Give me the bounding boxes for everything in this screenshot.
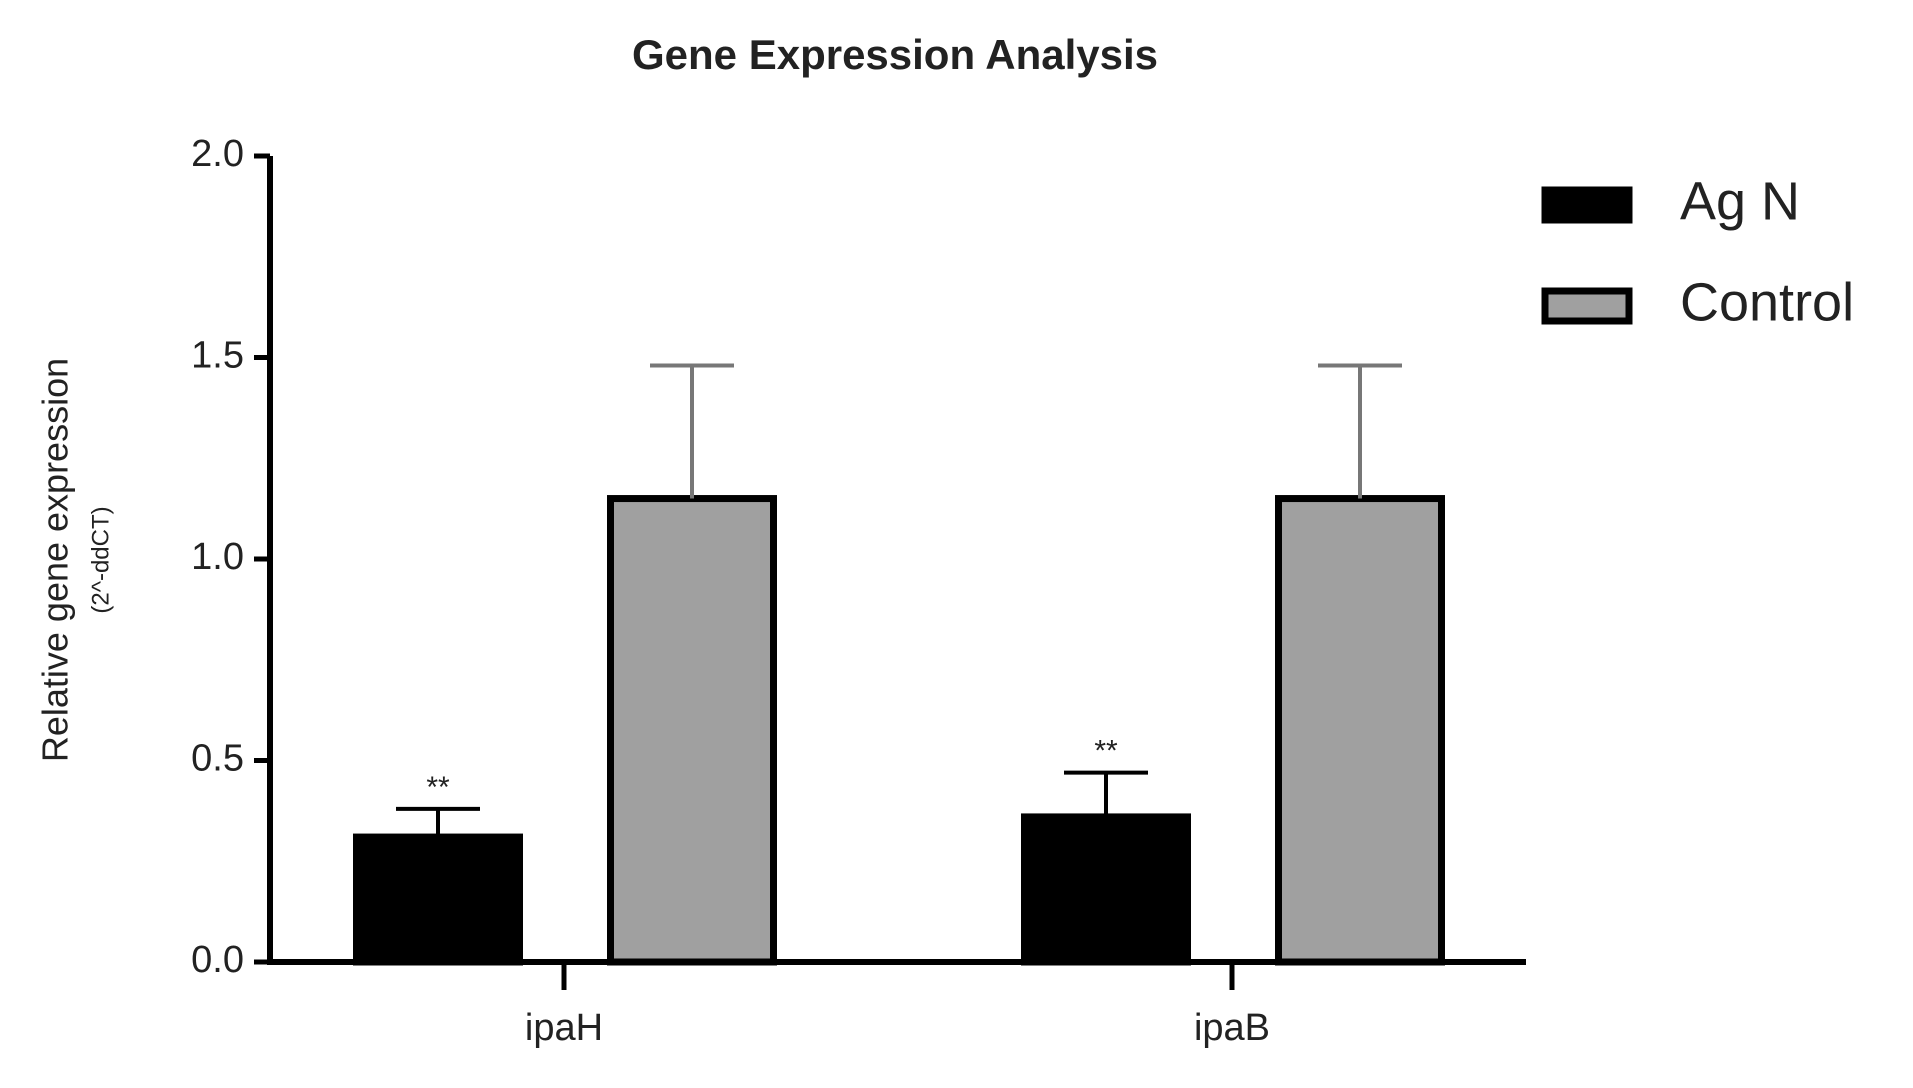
y-tick-label: 2.0 <box>191 133 244 175</box>
significance: ** <box>1094 735 1118 768</box>
bar <box>353 833 523 966</box>
legend-label: Ag N <box>1680 171 1800 231</box>
error-bar <box>396 806 480 838</box>
significance: ** <box>426 771 450 804</box>
legend-label: Control <box>1680 272 1854 332</box>
y-axis-title: Relative gene expression (2^-ddCT) <box>35 358 115 762</box>
y-tick-label: 0.5 <box>191 738 244 780</box>
bar <box>1021 813 1191 966</box>
chart-title: Gene Expression Analysis <box>632 31 1158 78</box>
legend-swatch <box>1541 287 1633 325</box>
y-tick-label: 1.5 <box>191 335 244 377</box>
error-bar <box>1318 363 1402 499</box>
bar <box>607 495 777 966</box>
bar <box>1275 495 1445 966</box>
y-tick-label: 0.0 <box>191 939 244 981</box>
y-label: Relative gene expression <box>35 358 76 762</box>
error-bar <box>1064 770 1148 817</box>
y-label-unit: (2^-ddCT) <box>87 506 114 613</box>
x-tick-label: ipaH <box>525 1007 603 1049</box>
legend-swatch <box>1541 186 1633 224</box>
y-tick-label: 1.0 <box>191 536 244 578</box>
error-bar <box>650 363 734 499</box>
x-tick-label: ipaB <box>1194 1007 1270 1049</box>
